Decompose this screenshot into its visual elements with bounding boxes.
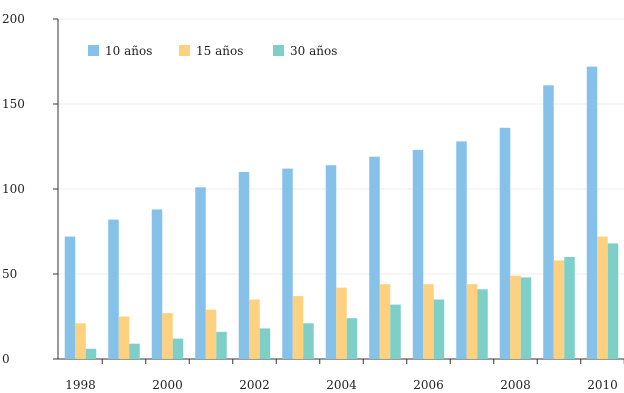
y-tick-label-200: 200	[2, 12, 25, 26]
bar-2002-series-3	[259, 328, 271, 359]
bar-2009-series-1	[543, 85, 554, 360]
bar-2002-series-2	[249, 299, 260, 359]
bar-2006-series-1	[412, 149, 424, 359]
legend-swatch-3	[273, 45, 284, 56]
bar-2001-series-2	[205, 309, 217, 359]
tick-labels: 0 50 100 150 200 1998 2000 2002 2004 2006 2008 2010	[2, 12, 618, 392]
bar-1999-series-2	[118, 316, 130, 359]
legend-label-1: 10 años	[105, 44, 152, 58]
bar-2003-series-2	[292, 296, 304, 359]
bar-2006-series-3	[433, 299, 445, 359]
bar-2008-series-3	[520, 277, 532, 359]
bar-2003-series-1	[282, 168, 293, 359]
bar-2009-series-3	[564, 257, 575, 359]
bar-2005-series-1	[369, 156, 380, 359]
legend-label-3: 30 años	[290, 44, 337, 58]
bars	[64, 66, 619, 360]
x-tick-label-2008: 2008	[500, 378, 531, 392]
bar-2010-series-1	[586, 66, 598, 359]
y-tick-label-100: 100	[2, 182, 25, 196]
x-tick-label-2002: 2002	[239, 378, 270, 392]
bar-2004-series-3	[346, 318, 358, 359]
bar-2007-series-1	[456, 141, 467, 359]
x-tick-label-2000: 2000	[152, 378, 183, 392]
bar-2005-series-3	[390, 304, 401, 359]
legend-label-2: 15 años	[196, 44, 243, 58]
bar-2001-series-3	[216, 331, 227, 359]
x-tick-label-1998: 1998	[65, 378, 96, 392]
bar-2008-series-1	[499, 127, 511, 359]
bar-1998-series-2	[75, 323, 86, 359]
bar-2004-series-1	[325, 165, 337, 359]
bar-2010-series-3	[607, 243, 619, 359]
y-tick-label-0: 0	[2, 352, 10, 366]
bar-2005-series-2	[379, 284, 391, 359]
gridlines	[58, 18, 624, 275]
x-tick-label-2004: 2004	[326, 378, 357, 392]
bar-2004-series-2	[336, 287, 347, 359]
bar-2000-series-1	[151, 209, 163, 359]
y-tick-label-150: 150	[2, 97, 25, 111]
bar-2000-series-3	[172, 338, 184, 359]
bar-2000-series-2	[162, 313, 173, 359]
bar-2010-series-2	[597, 236, 608, 359]
bar-2006-series-2	[423, 284, 434, 359]
y-tick-label-50: 50	[2, 267, 17, 281]
bar-2002-series-1	[238, 172, 250, 359]
bar-2007-series-3	[477, 289, 488, 359]
bar-1999-series-3	[129, 343, 140, 359]
bar-1999-series-1	[108, 219, 119, 359]
legend-swatch-2	[179, 45, 190, 56]
legend-swatch-1	[88, 45, 99, 56]
bar-2001-series-1	[195, 187, 206, 359]
bar-2007-series-2	[466, 284, 478, 359]
legend: 10 años 15 años 30 años	[88, 44, 337, 58]
x-tick-label-2010: 2010	[587, 378, 618, 392]
x-tick-label-2006: 2006	[413, 378, 444, 392]
bar-2008-series-2	[510, 275, 521, 359]
bar-2003-series-3	[303, 323, 314, 359]
bar-1998-series-3	[85, 348, 97, 359]
bar-1998-series-1	[64, 236, 76, 359]
bar-2009-series-2	[553, 260, 565, 359]
